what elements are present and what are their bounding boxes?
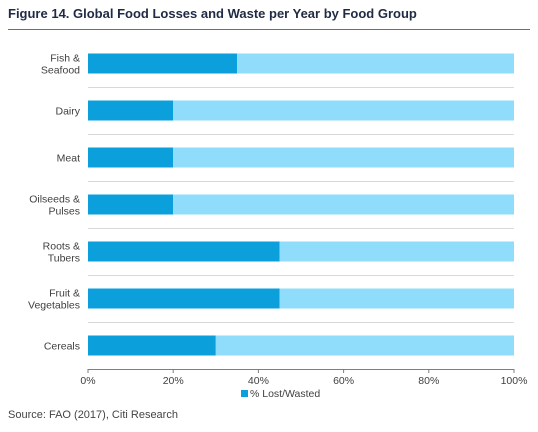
x-tick-label: 0% [80, 375, 95, 387]
category-label-line: Pulses [48, 206, 80, 218]
bar-remainder [173, 194, 514, 215]
category-label: Fruit & Vegetables [28, 288, 80, 312]
bar-lost-wasted [88, 335, 216, 356]
x-axis: 0% 20% 40% 60% 80% 100% [80, 369, 527, 387]
title-divider [8, 29, 530, 30]
bars [88, 53, 515, 356]
bar-remainder [215, 335, 515, 356]
category-label: Dairy [55, 106, 80, 118]
category-label-line: Vegetables [28, 300, 80, 312]
category-label: Fish & Seafood [41, 53, 80, 77]
category-label-line: Fish & [50, 53, 80, 65]
category-label: Oilseeds & Pulses [29, 194, 80, 218]
category-label: Cereals [44, 341, 80, 353]
category-label-line: Cereals [44, 341, 80, 353]
x-tick-label: 20% [163, 375, 184, 387]
x-tick-label: 40% [248, 375, 269, 387]
category-label: Meat [57, 153, 80, 165]
source-note: Source: FAO (2017), Citi Research [8, 409, 178, 421]
legend-label-lost-wasted: % Lost/Wasted [250, 388, 320, 400]
category-label-line: Dairy [55, 106, 80, 118]
bar-remainder [173, 147, 514, 168]
category-label-line: Oilseeds & [29, 194, 80, 206]
figure-title: Figure 14. Global Food Losses and Waste … [8, 6, 417, 21]
bar-remainder [279, 241, 514, 262]
category-labels: Fish & Seafood Dairy Meat Oilseeds & Pulses Ro… [28, 53, 81, 353]
category-label: Roots & Tubers [43, 241, 80, 265]
x-tick-label: 60% [333, 375, 354, 387]
x-tick-label: 80% [418, 375, 439, 387]
legend-swatch-lost-wasted [241, 390, 248, 397]
category-label-line: Meat [57, 153, 80, 165]
category-label-line: Fruit & [49, 288, 80, 300]
bar-remainder [173, 100, 514, 121]
bar-lost-wasted [88, 147, 174, 168]
x-tick-label: 100% [501, 375, 528, 387]
bar-lost-wasted [88, 194, 174, 215]
bar-remainder [237, 53, 514, 74]
grid-lines [88, 87, 514, 323]
bar-remainder [279, 288, 514, 309]
category-label-line: Tubers [48, 253, 80, 265]
bar-lost-wasted [88, 241, 280, 262]
bar-lost-wasted [88, 288, 280, 309]
category-label-line: Roots & [43, 241, 80, 253]
bar-lost-wasted [88, 53, 238, 74]
category-label-line: Seafood [41, 65, 80, 77]
bar-lost-wasted [88, 100, 174, 121]
legend: % Lost/Wasted [241, 388, 320, 400]
